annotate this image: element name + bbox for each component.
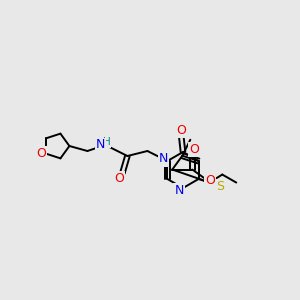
Text: N: N <box>174 184 184 196</box>
Text: O: O <box>205 174 215 187</box>
Text: O: O <box>115 172 124 184</box>
Text: O: O <box>36 147 46 160</box>
Text: S: S <box>216 180 224 193</box>
Text: N: N <box>96 139 105 152</box>
Text: H: H <box>103 137 110 147</box>
Text: O: O <box>189 143 199 156</box>
Text: O: O <box>176 124 186 136</box>
Text: N: N <box>159 152 168 166</box>
